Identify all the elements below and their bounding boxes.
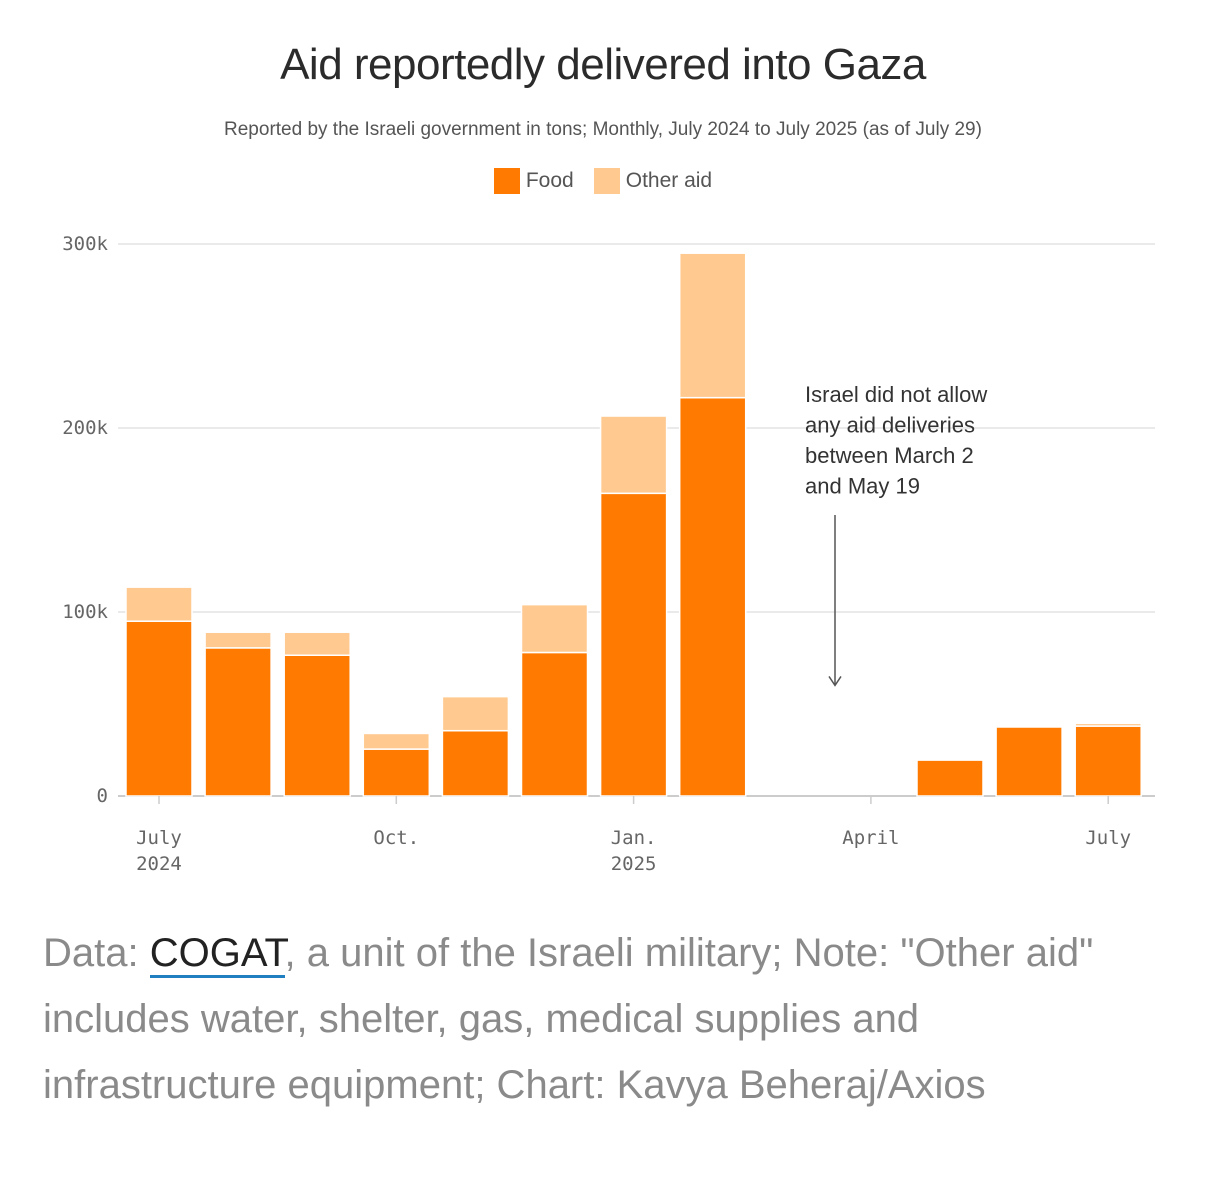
bar-food-oct-2024 bbox=[362, 748, 431, 797]
annotation-line-3: between March 2 bbox=[805, 443, 974, 468]
bar-other-aid-sep-2024 bbox=[283, 631, 351, 656]
x-tick-sublabel-2025: 2025 bbox=[611, 853, 657, 875]
bar-other-aid-jan-2025 bbox=[599, 415, 668, 495]
bar-other-aid-jul-2025 bbox=[1074, 722, 1142, 727]
footer-prefix: Data: bbox=[43, 931, 150, 975]
x-tick-label-april: April bbox=[842, 827, 899, 849]
bar-food-jan-2025 bbox=[599, 492, 668, 797]
bar-other-aid-jul-2024 bbox=[125, 586, 193, 622]
bar-food-sep-2024 bbox=[283, 654, 351, 797]
cogat-link[interactable]: COGAT bbox=[149, 931, 285, 978]
legend-label-food: Food bbox=[525, 169, 574, 192]
x-tick-label-jan: Jan. bbox=[611, 827, 657, 849]
footer-text: , a unit of the Israeli military; Note: … bbox=[43, 931, 1094, 1107]
bar-other-aid-nov-2024 bbox=[441, 695, 510, 732]
legend-swatch-food bbox=[493, 168, 520, 194]
footer-note: Data: COGAT, a unit of the Israeli milit… bbox=[43, 920, 1163, 1118]
annotation-line-2: any aid deliveries bbox=[805, 413, 975, 438]
annotation-line-4: and May 19 bbox=[805, 474, 920, 499]
bar-other-aid-feb-2025 bbox=[678, 252, 747, 399]
x-tick-label-july: July bbox=[136, 827, 182, 849]
chart-title: Aid reportedly delivered into Gaza bbox=[280, 40, 926, 89]
annotation: Israel did not allow any aid deliveries be… bbox=[805, 382, 987, 687]
annotation-line-1: Israel did not allow bbox=[805, 382, 987, 407]
x-tick-label-july: July bbox=[1085, 827, 1131, 849]
y-tick-label-0: 0 bbox=[97, 785, 108, 807]
x-tick-sublabel-2024: 2024 bbox=[136, 853, 182, 875]
bar-other-aid-aug-2024 bbox=[204, 631, 272, 649]
bar-food-jul-2025 bbox=[1074, 725, 1142, 797]
y-tick-label-200k: 200k bbox=[62, 417, 108, 439]
bar-food-may-2025 bbox=[916, 759, 984, 797]
bar-food-aug-2024 bbox=[204, 647, 272, 797]
y-tick-label-100k: 100k bbox=[62, 601, 108, 623]
legend-item-other-aid: Other aid bbox=[593, 168, 713, 194]
bar-food-dec-2024 bbox=[520, 651, 589, 797]
legend-swatch-other-aid bbox=[593, 168, 620, 194]
bar-food-nov-2024 bbox=[441, 729, 510, 797]
annotation-arrow-head bbox=[828, 675, 842, 687]
chart-subtitle: Reported by the Israeli government in to… bbox=[224, 119, 982, 140]
legend-item-food: Food bbox=[493, 168, 574, 194]
legend: Food Other aid bbox=[0, 168, 1206, 194]
bar-food-feb-2025 bbox=[678, 396, 747, 797]
bar-food-jul-2024 bbox=[125, 620, 193, 797]
stacked-bar-chart: 0 100k 200k 300k July 2024 Oct. Jan. 2025 April Ju… bbox=[62, 233, 1155, 875]
y-tick-label-300k: 300k bbox=[62, 233, 108, 255]
bar-other-aid-dec-2024 bbox=[520, 603, 589, 654]
bar-other-aid-oct-2024 bbox=[362, 732, 431, 750]
legend-label-other-aid: Other aid bbox=[625, 169, 713, 192]
bar-food-jun-2025 bbox=[995, 726, 1063, 797]
x-tick-label-oct: Oct. bbox=[373, 827, 419, 849]
bars bbox=[125, 252, 1142, 797]
axes: 0 100k 200k 300k July 2024 Oct. Jan. 2025 April Ju… bbox=[62, 233, 1131, 875]
